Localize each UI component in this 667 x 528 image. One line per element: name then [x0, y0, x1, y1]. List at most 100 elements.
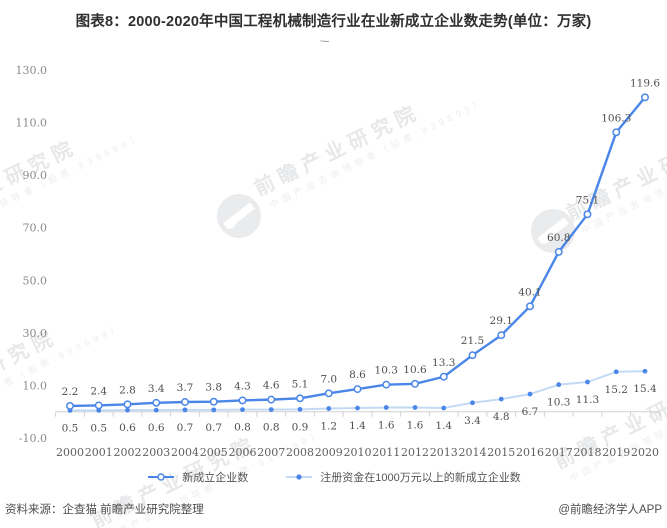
data-point: [211, 407, 217, 413]
data-point: [238, 396, 247, 405]
data-label: 29.1: [490, 315, 513, 327]
x-axis-label: 2013: [430, 446, 458, 459]
x-axis-label: 2005: [200, 446, 228, 459]
data-point: [411, 379, 419, 388]
x-axis-label: 2014: [459, 446, 487, 459]
data-label: 75.1: [576, 194, 599, 206]
data-label: 3.8: [205, 382, 222, 394]
data-point: [526, 302, 534, 311]
source-text: 资料来源：企查猫 前瞻产业研究院整理: [5, 504, 204, 516]
data-label: 6.7: [522, 406, 539, 418]
data-label: 4.8: [493, 411, 510, 423]
legend-marker-icon: [148, 473, 175, 481]
data-point: [94, 401, 103, 410]
y-axis-label: 130.0: [16, 64, 48, 77]
y-axis-label: 10.0: [23, 379, 48, 392]
y-axis-label: -10.0: [19, 432, 47, 445]
data-label: 11.3: [576, 394, 599, 406]
data-label: 10.3: [375, 365, 398, 377]
data-label: 2.4: [90, 385, 107, 397]
data-point: [296, 394, 304, 403]
data-point: [583, 210, 592, 219]
data-label: 1.6: [378, 420, 395, 432]
x-axis-label: 2002: [114, 446, 142, 459]
data-point: [556, 382, 562, 388]
x-axis-label: 2015: [487, 446, 515, 459]
x-axis-label: 2010: [344, 446, 372, 459]
data-label: 5.1: [292, 378, 309, 390]
data-label: 0.9: [292, 421, 309, 433]
y-axis-label: 70.0: [23, 222, 48, 235]
data-label: 15.2: [605, 384, 628, 396]
data-point: [240, 407, 245, 413]
line-chart: 130.0 110.0 90.0 70.0 50.0 30.0 10.0 -10.0 2000 2…: [16, 64, 661, 459]
data-point: [353, 385, 362, 394]
y-axis-label: 110.0: [16, 117, 48, 130]
x-axis-label: 2007: [257, 446, 285, 459]
legend-item-1[interactable]: 注册资金在1000万元以上的新成立企业数: [284, 469, 521, 485]
series-1: 0.5 0.5 0.6 0.6 0.7 0.7 0.8 0.8 0.9 1.2 1.4 1.6 1.6 1…: [62, 368, 657, 434]
data-label: 1.6: [407, 420, 424, 432]
x-axis-label: 2018: [574, 446, 602, 459]
data-label: 119.6: [630, 77, 660, 89]
data-label: 106.3: [601, 112, 631, 124]
data-point: [297, 406, 303, 412]
data-point: [439, 372, 448, 381]
x-axis-label: 2000: [56, 446, 84, 459]
data-point: [181, 398, 189, 406]
data-point: [123, 400, 132, 409]
data-point: [527, 391, 533, 397]
data-label: 0.7: [205, 422, 222, 434]
legend-item-0[interactable]: 新成立企业数: [146, 469, 248, 485]
data-label: 1.2: [320, 421, 337, 433]
data-label: 13.3: [432, 357, 455, 369]
x-axis-label: 2006: [229, 446, 257, 459]
data-point: [412, 405, 418, 410]
x-axis-label: 2009: [315, 446, 343, 459]
x-axis-label: 2011: [372, 446, 400, 459]
data-label: 40.1: [518, 286, 541, 298]
data-label: 1.4: [349, 420, 366, 432]
data-point: [383, 405, 389, 410]
data-point: [468, 351, 477, 360]
data-point: [125, 407, 130, 413]
data-label: 3.4: [464, 415, 481, 427]
legend-marker-icon: [286, 474, 313, 480]
data-label: 3.4: [148, 383, 165, 395]
data-point: [497, 331, 506, 340]
data-label: 3.7: [177, 382, 194, 394]
data-label: 4.6: [263, 380, 280, 392]
data-point: [355, 405, 360, 411]
data-point: [66, 401, 74, 410]
brand-credit: @前瞻经济学人APP: [558, 504, 662, 516]
data-point: [612, 128, 621, 137]
x-axis-label: 2003: [142, 446, 170, 459]
y-axis-label: 30.0: [23, 327, 48, 340]
data-label: 60.8: [547, 232, 570, 244]
data-point: [209, 397, 218, 406]
data-point: [324, 389, 333, 398]
data-point: [153, 407, 159, 413]
data-label: 4.3: [234, 380, 251, 392]
x-axis-label: 2020: [631, 446, 659, 459]
data-point: [585, 379, 590, 385]
data-label: 10.6: [403, 364, 427, 376]
legend-label: 新成立企业数: [182, 472, 249, 484]
data-label: 8.6: [349, 369, 366, 381]
data-point: [498, 396, 504, 402]
y-axis-label: 50.0: [23, 274, 48, 287]
x-axis-label: 2016: [516, 446, 544, 459]
y-axis-label: 90.0: [23, 169, 48, 182]
data-label: 0.8: [234, 422, 251, 434]
data-label: 0.5: [90, 422, 107, 434]
data-point: [441, 405, 447, 411]
data-label: 0.5: [62, 422, 79, 434]
data-label: 15.4: [633, 383, 657, 395]
x-axis-label: 2004: [171, 446, 199, 459]
data-point: [326, 406, 332, 411]
data-label: 1.4: [435, 420, 452, 432]
chart-area: 130.0 110.0 90.0 70.0 50.0 30.0 10.0 -10.0 2000 2…: [0, 52, 667, 464]
data-label: 0.6: [148, 422, 165, 434]
data-label: 21.5: [461, 335, 484, 347]
